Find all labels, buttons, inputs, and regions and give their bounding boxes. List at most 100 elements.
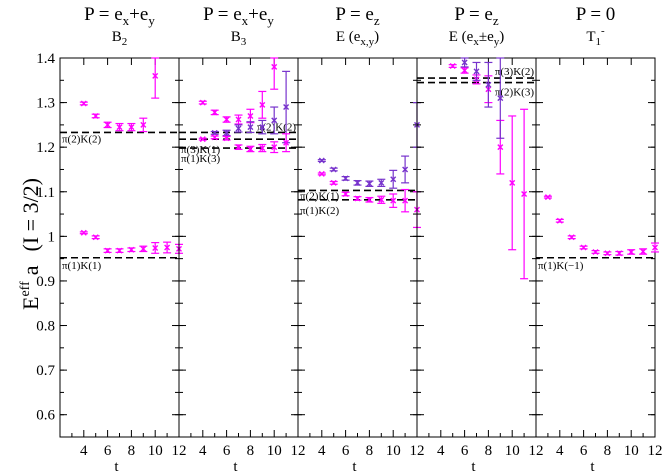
data-point [79, 100, 88, 107]
data-point [103, 247, 112, 254]
x-marker [211, 129, 218, 136]
panel-frame [535, 57, 656, 438]
x-marker [652, 244, 658, 251]
x-marker [449, 63, 456, 70]
y-tick-label: 1 [48, 229, 56, 245]
x-marker [271, 63, 278, 70]
x-axis-label: t [233, 459, 238, 471]
x-marker [544, 194, 551, 201]
x-marker [580, 244, 587, 251]
x-tick-label: 12 [172, 443, 187, 459]
x-tick-label: 12 [529, 443, 544, 459]
y-tick-label: 0.8 [36, 319, 55, 335]
x-axis-label: t [471, 459, 476, 471]
y-axis-label: Eeffa(I = 3/2) [18, 178, 43, 310]
data-point [198, 99, 207, 106]
data-point [317, 170, 326, 177]
x-marker [223, 116, 230, 123]
y-tick-label: 1.1 [36, 185, 55, 201]
x-marker [247, 145, 254, 152]
data-point [365, 196, 374, 203]
data-point [651, 242, 659, 253]
x-marker [604, 250, 611, 257]
x-tick-label: 8 [366, 443, 374, 459]
x-tick-label: 6 [104, 443, 112, 459]
x-marker [128, 124, 135, 131]
y-tick-label: 1.4 [36, 51, 55, 67]
x-marker [283, 139, 290, 146]
panel-4: P = ezE (ex±ey) 4 6 8 10 12 t π(3)K(2) π(2)K(3) [416, 4, 544, 471]
x-marker [247, 112, 254, 119]
data-point [139, 245, 148, 253]
data-point [591, 248, 600, 255]
x-marker [104, 121, 111, 128]
x-marker [461, 59, 468, 66]
panel-5: P = 0T1- 4 6 8 10 12 t π(1)K(−1) [535, 4, 663, 471]
threshold-label: π(3)K(2) [495, 66, 534, 78]
x-marker [116, 247, 123, 254]
threshold-label: π(1)K(2) [300, 205, 339, 217]
data-point [484, 61, 493, 108]
x-marker [521, 190, 528, 197]
x-tick-label: 6 [580, 443, 588, 459]
x-marker [223, 135, 230, 142]
x-marker [235, 144, 242, 151]
x-marker [616, 250, 623, 257]
x-tick-label: 12 [410, 443, 425, 459]
x-marker [402, 166, 409, 173]
data-point [317, 157, 326, 164]
data-point [567, 234, 576, 241]
panel-title: P = ex+ey [203, 4, 274, 28]
threshold-label: π(1)K(1) [62, 260, 101, 272]
x-marker [247, 124, 254, 131]
data-point [520, 108, 529, 280]
x-marker [140, 121, 147, 128]
x-marker [342, 190, 349, 197]
x-tick-label: 10 [505, 443, 520, 459]
data-point [222, 129, 231, 137]
x-tick-label: 4 [199, 443, 207, 459]
data-point [543, 194, 552, 201]
x-marker [235, 125, 242, 132]
x-marker [354, 179, 361, 186]
x-marker [164, 244, 171, 251]
data-point [353, 195, 362, 202]
data-point [270, 106, 279, 135]
x-marker [330, 166, 337, 173]
data-point [127, 122, 136, 132]
x-marker [80, 229, 87, 236]
y-axis: 0.6 0.7 0.8 0.9 1 1.1 1.2 1.3 1.4 [36, 51, 55, 424]
x-marker [140, 245, 147, 252]
panel-title: P = ex+ey [84, 4, 155, 28]
panel-3: P = ezE (ex,y) 4 6 8 10 12 t π(2)K(1) π(1)K(2) [297, 4, 425, 471]
x-tick-label: 4 [437, 443, 445, 459]
data-point [377, 178, 386, 188]
data-point [246, 121, 255, 134]
data-point [401, 188, 410, 213]
data-point [389, 169, 398, 189]
panel-irrep: B2 [112, 29, 128, 48]
x-marker [390, 197, 397, 204]
y-tick-label: 0.6 [36, 408, 55, 424]
x-marker [354, 195, 361, 202]
x-marker [342, 175, 349, 182]
x-marker [271, 117, 278, 124]
panel-irrep: E (ex±ey) [449, 29, 504, 48]
x-marker [556, 217, 563, 224]
x-marker [509, 179, 516, 186]
data-point [496, 57, 505, 139]
panel-irrep: B3 [231, 29, 247, 48]
data-point [234, 124, 243, 133]
data-point [151, 241, 160, 254]
data-point [79, 229, 88, 236]
x-tick-label: 12 [291, 443, 306, 459]
data-point [341, 190, 350, 197]
x-marker [199, 136, 206, 143]
x-tick-label: 6 [342, 443, 350, 459]
panel-frame [416, 57, 537, 438]
x-tick-label: 10 [624, 443, 639, 459]
data-point [329, 166, 338, 173]
x-marker [283, 104, 290, 111]
